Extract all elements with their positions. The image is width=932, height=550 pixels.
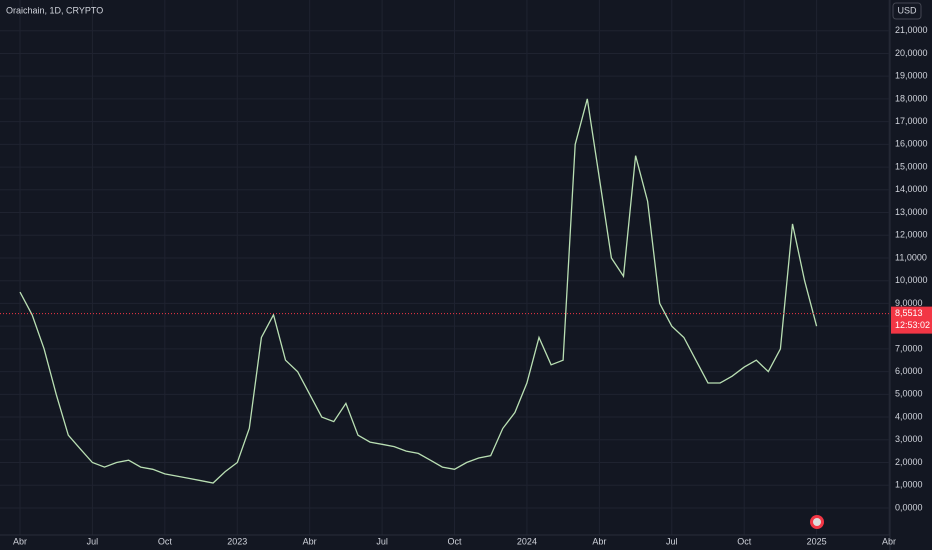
last-price-label: 8,5513 — [895, 308, 923, 318]
y-tick-label: 7,0000 — [895, 343, 923, 353]
y-tick-label: 12,0000 — [895, 230, 928, 240]
y-tick-label: 6,0000 — [895, 366, 923, 376]
x-tick-label: 2025 — [807, 536, 827, 546]
x-tick-label: 2023 — [227, 536, 247, 546]
y-tick-label: 16,0000 — [895, 139, 928, 149]
plot-area — [0, 0, 890, 535]
x-tick-label: Jul — [376, 536, 388, 546]
currency[interactable]: USD — [897, 5, 917, 15]
y-tick-label: 11,0000 — [895, 252, 927, 262]
x-tick-label: Abr — [882, 536, 896, 546]
y-tick-label: 5,0000 — [895, 389, 923, 399]
countdown: 12:53:02 — [895, 320, 930, 330]
x-tick-label: Oct — [158, 536, 173, 546]
y-tick-label: 17,0000 — [895, 116, 928, 126]
x-tick-label: Oct — [448, 536, 463, 546]
y-tick-label: 15,0000 — [895, 161, 928, 171]
x-tick-label: Abr — [592, 536, 606, 546]
y-tick-label: 21,0000 — [895, 25, 928, 35]
y-tick-label: 10,0000 — [895, 275, 928, 285]
y-tick-label: 20,0000 — [895, 48, 928, 58]
y-tick-label: 1,0000 — [895, 480, 923, 490]
y-tick-label: 0,0000 — [895, 502, 923, 512]
y-tick-label: 13,0000 — [895, 207, 928, 217]
y-tick-label: 18,0000 — [895, 93, 928, 103]
price-line — [19, 98, 818, 484]
x-tick-label: Jul — [666, 536, 678, 546]
x-tick-label: Oct — [737, 536, 752, 546]
event-icon-inner — [813, 518, 821, 526]
y-tick-label: 2,0000 — [895, 457, 923, 467]
x-tick-label: 2024 — [517, 536, 537, 546]
y-tick-label: 3,0000 — [895, 434, 923, 444]
x-tick-label: Abr — [13, 536, 27, 546]
y-tick-label: 14,0000 — [895, 184, 928, 194]
y-tick-label: 9,0000 — [895, 298, 923, 308]
x-tick-label: Abr — [303, 536, 317, 546]
y-tick-label: 4,0000 — [895, 411, 923, 421]
x-tick-label: Jul — [87, 536, 99, 546]
last-price-box — [891, 306, 932, 334]
currency-box[interactable] — [892, 2, 922, 20]
chart-title: Oraichain, 1D, CRYPTO — [6, 5, 103, 15]
y-tick-label: 19,0000 — [895, 71, 928, 81]
